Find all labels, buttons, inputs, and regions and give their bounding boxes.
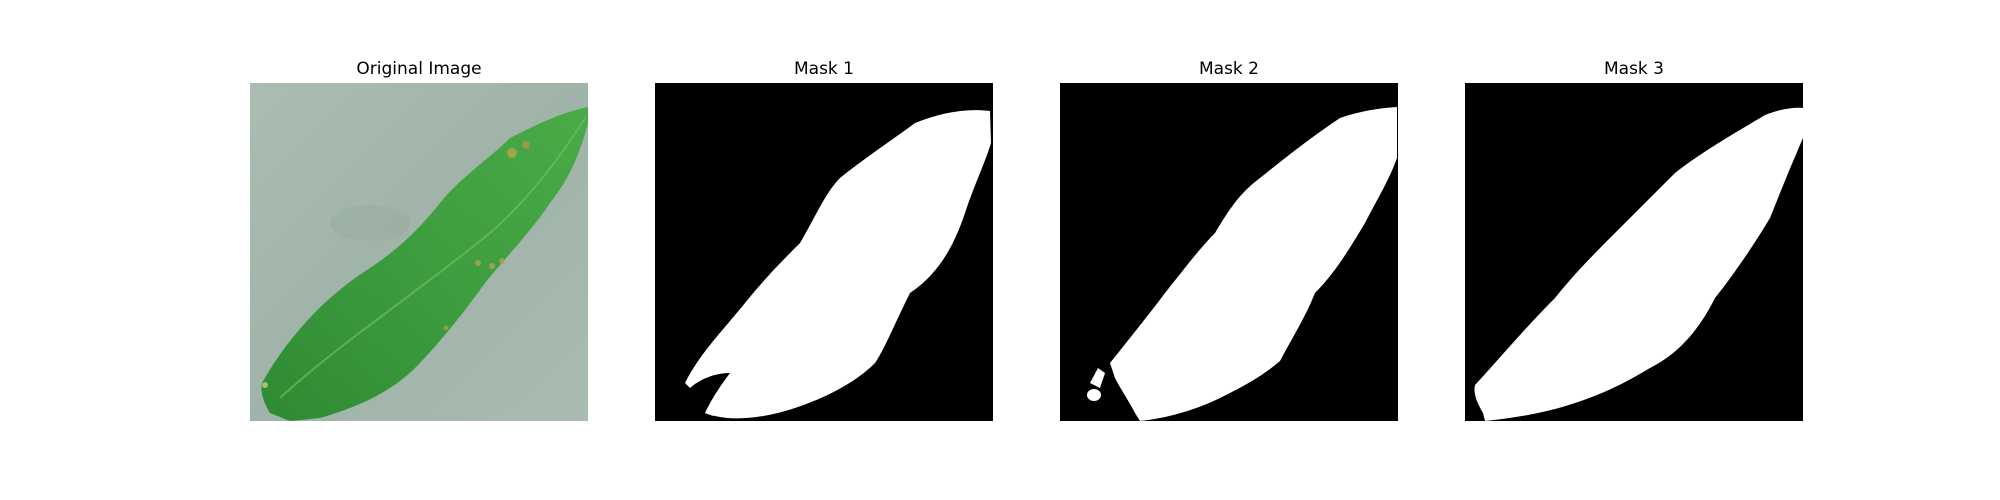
panel-title: Mask 1 <box>793 59 854 79</box>
mask-2-image <box>1060 83 1398 421</box>
original-image-panel: Original Image <box>250 58 588 422</box>
mask-2-panel: Mask 2 <box>1060 58 1398 422</box>
mask-1-panel: Mask 1 <box>655 58 993 422</box>
mask-3-panel: Mask 3 <box>1465 58 1803 422</box>
panel-title: Mask 3 <box>1603 59 1664 79</box>
panel-title: Original Image <box>356 59 482 79</box>
leaf-photo <box>250 83 588 421</box>
mask-3-image <box>1465 83 1803 421</box>
mask-1-image <box>655 83 993 421</box>
panel-title: Mask 2 <box>1198 59 1259 79</box>
